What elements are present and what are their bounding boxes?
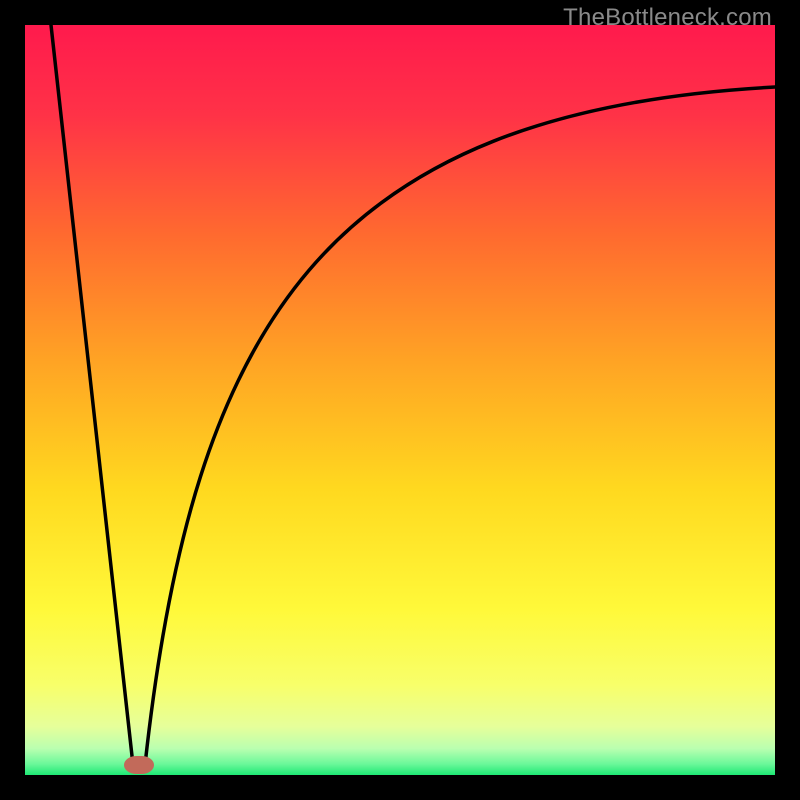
dip-curve xyxy=(145,87,775,765)
left-line xyxy=(51,25,133,765)
watermark-text: TheBottleneck.com xyxy=(563,4,772,32)
chart-frame: TheBottleneck.com xyxy=(0,0,800,800)
minimum-marker xyxy=(124,756,154,774)
plot-area xyxy=(25,25,775,775)
curves-layer xyxy=(25,25,775,775)
